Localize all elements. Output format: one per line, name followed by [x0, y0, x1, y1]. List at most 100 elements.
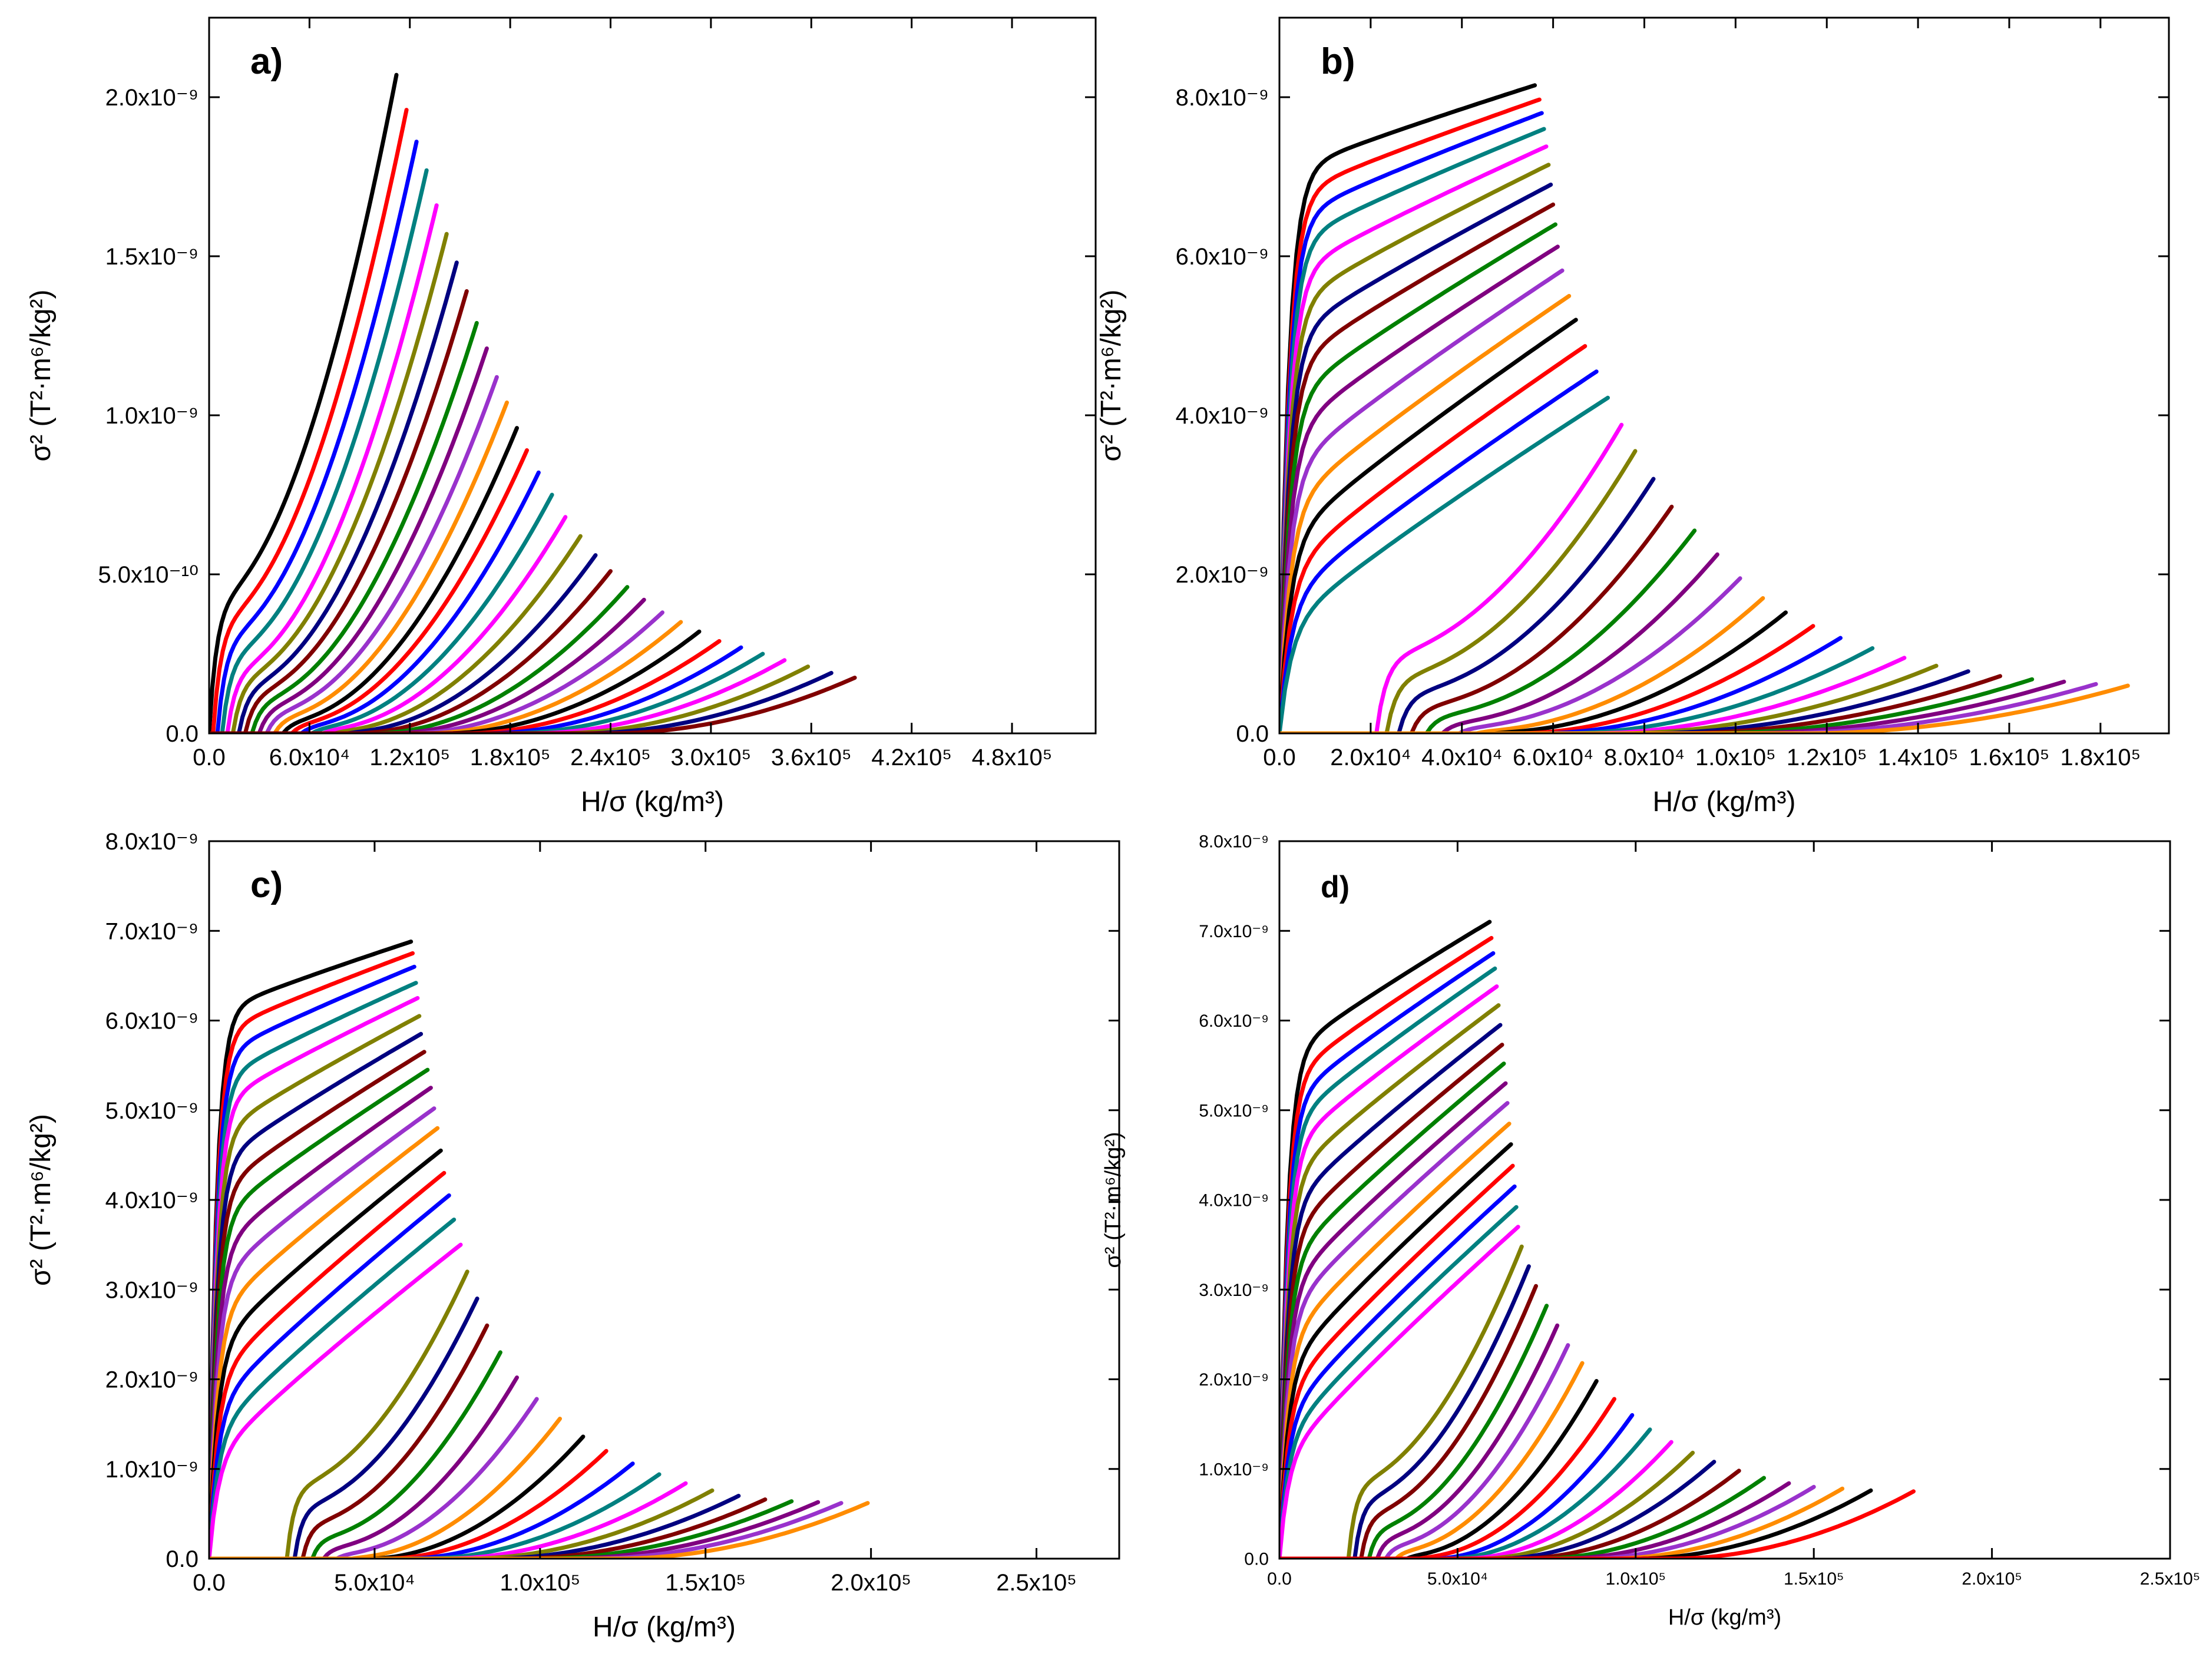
data-series-line [209, 1297, 479, 1559]
y-tick-label: 6.0x10⁻⁹ [1199, 1011, 1269, 1031]
x-tick-label: 5.0x10⁴ [1427, 1569, 1488, 1589]
data-series-line [1279, 1427, 1652, 1559]
data-series-line [1279, 1122, 1512, 1559]
data-series-line [209, 470, 541, 733]
data-series-line [209, 108, 409, 733]
chart-panel-0: 0.0 6.0x10⁴ 1.2x10⁵ 1.8x10⁵ 2.4x10⁵ 3.0x10⁵ 3.… [25, 16, 1097, 818]
data-series-line [209, 1170, 447, 1559]
data-series-line [1279, 422, 1624, 733]
data-series-line [1279, 369, 1599, 733]
data-series-line [1279, 1323, 1560, 1559]
x-tick-label: 2.0x10⁴ [1330, 745, 1411, 770]
x-tick-label: 1.6x10⁵ [1969, 745, 2050, 770]
plot-frame [1278, 840, 2171, 1560]
data-series-line [209, 964, 416, 1559]
data-series-line [1279, 552, 1719, 733]
y-axis-label: σ² (T²·m⁶/kg²) [25, 290, 57, 462]
data-series-line [1279, 1413, 1635, 1559]
data-series-line [209, 448, 529, 733]
y-tick-label: 8.0x10⁻⁹ [1176, 85, 1269, 111]
data-series-line [1279, 1205, 1519, 1559]
x-tick-label: 1.2x10⁵ [369, 745, 450, 770]
data-series-line [209, 1448, 608, 1559]
y-tick-label: 0.0 [1236, 721, 1269, 747]
data-series-line [209, 426, 519, 733]
panel-label: a) [250, 41, 283, 82]
x-tick-label: 6.0x10⁴ [1513, 745, 1593, 770]
y-tick-label: 5.0x10⁻⁹ [1199, 1101, 1269, 1120]
data-series-line [1279, 1184, 1517, 1559]
y-tick-label: 3.0x10⁻⁹ [1199, 1281, 1269, 1300]
plot-frame [1278, 16, 2170, 735]
y-tick-label: 1.5x10⁻⁹ [105, 244, 199, 270]
x-tick-label: 1.5x10⁵ [1784, 1569, 1844, 1589]
data-series-line [209, 597, 646, 733]
data-series-line [1279, 1440, 1673, 1559]
data-series-line [1279, 1489, 1916, 1559]
data-series-line [209, 140, 419, 733]
data-series-line [1279, 596, 1765, 733]
y-tick-label: 4.0x10⁻⁹ [1176, 403, 1269, 429]
y-tick-label: 6.0x10⁻⁹ [1176, 244, 1269, 270]
data-series-line [1279, 1101, 1510, 1559]
panel-label: b) [1321, 41, 1355, 82]
x-tick-label: 3.0x10⁵ [671, 745, 752, 770]
y-tick-label: 2.0x10⁻⁹ [1199, 1370, 1269, 1390]
data-series-line [1279, 477, 1656, 733]
y-tick-label: 5.0x10⁻⁹ [105, 1098, 199, 1124]
data-series-line [1279, 951, 1496, 1559]
data-series-line [1279, 395, 1610, 733]
x-axis-label: H/σ (kg/m³) [581, 786, 724, 818]
data-series-line [209, 569, 613, 733]
panel-label: c) [250, 865, 283, 905]
data-series-line [209, 1086, 433, 1559]
data-series-line [209, 940, 414, 1559]
data-series-line [1279, 920, 1492, 1559]
data-series-line [1279, 1397, 1616, 1559]
x-tick-label: 4.8x10⁵ [972, 745, 1053, 770]
data-series-line [1279, 1284, 1538, 1559]
data-series-line [209, 1269, 469, 1559]
data-series-line [209, 996, 420, 1559]
data-series-line [209, 676, 857, 733]
data-series-line [209, 951, 415, 1559]
data-series-line [1279, 935, 1494, 1559]
data-series-line [1279, 528, 1697, 733]
data-series-line [1279, 111, 1544, 733]
data-series-line [209, 610, 664, 733]
data-series-line [1279, 1081, 1508, 1559]
x-tick-label: 2.5x10⁵ [2140, 1569, 2201, 1589]
y-tick-label: 0.0 [166, 721, 199, 747]
chart-panel-2: 0.0 5.0x10⁴ 1.0x10⁵ 1.5x10⁵ 2.0x10⁵ 2.5x10⁵ 0.… [25, 829, 1120, 1643]
data-series-line [1279, 144, 1549, 733]
data-series-line [1279, 1379, 1599, 1559]
data-series-line [209, 1461, 635, 1559]
x-tick-label: 2.0x10⁵ [1962, 1569, 2022, 1589]
data-series-line [209, 72, 399, 733]
data-series-line [1279, 222, 1557, 733]
x-tick-label: 0.0 [193, 745, 226, 770]
data-series-line [1279, 318, 1578, 733]
data-series-line [1279, 624, 1815, 733]
y-tick-label: 0.0 [166, 1546, 199, 1572]
data-series-line [209, 346, 489, 733]
x-tick-label: 2.5x10⁵ [996, 1570, 1077, 1596]
y-tick-label: 1.0x10⁻⁹ [105, 1457, 199, 1483]
data-series-line [209, 1148, 443, 1559]
y-tick-label: 1.0x10⁻⁹ [1199, 1460, 1269, 1479]
x-tick-label: 1.0x10⁵ [500, 1570, 580, 1596]
x-tick-label: 4.2x10⁵ [871, 745, 952, 770]
curves-group [209, 940, 870, 1559]
x-axis-label: H/σ (kg/m³) [1653, 786, 1796, 818]
data-series-line [1279, 683, 2130, 733]
data-series-line [1279, 294, 1572, 733]
data-series-line [209, 981, 418, 1559]
y-tick-label: 0.0 [1244, 1550, 1269, 1569]
data-series-line [1279, 1264, 1531, 1559]
data-series-line [1279, 984, 1499, 1559]
data-series-line [1279, 268, 1565, 733]
x-tick-label: 5.0x10⁴ [334, 1570, 415, 1596]
x-tick-label: 1.0x10⁵ [1606, 1569, 1666, 1589]
curves-group [1279, 83, 2130, 733]
x-tick-label: 2.0x10⁵ [831, 1570, 911, 1596]
